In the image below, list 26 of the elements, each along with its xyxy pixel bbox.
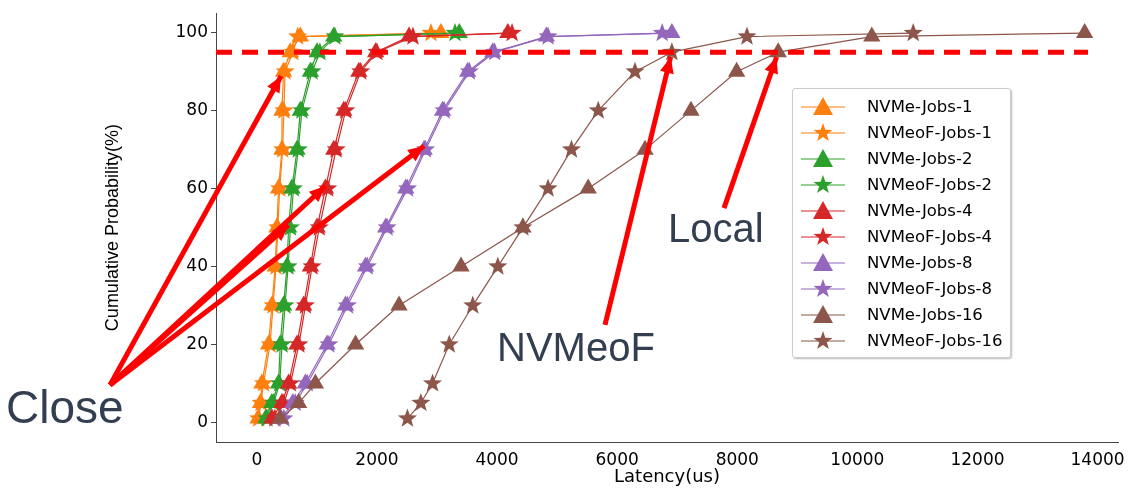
y-tick-label: 60 bbox=[186, 177, 208, 198]
y-tick-label: 0 bbox=[197, 410, 208, 431]
y-tick-label: 100 bbox=[175, 21, 208, 42]
annotation: Local bbox=[668, 206, 764, 250]
y-axis-title: Cumulative Probability(%) bbox=[101, 124, 122, 332]
legend-label: NVMe-Jobs-8 bbox=[867, 252, 973, 272]
y-tick-label: 80 bbox=[186, 99, 208, 120]
legend-label: NVMeoF-Jobs-16 bbox=[867, 330, 1003, 350]
x-tick-label: 4000 bbox=[475, 448, 519, 469]
legend-label: NVMe-Jobs-1 bbox=[867, 96, 973, 116]
legend-label: NVMe-Jobs-16 bbox=[867, 304, 983, 324]
y-tick-label: 40 bbox=[186, 255, 208, 275]
legend-label: NVMeoF-Jobs-2 bbox=[867, 174, 992, 194]
annotation: Close bbox=[6, 381, 124, 433]
x-tick-label: 12000 bbox=[950, 448, 1005, 469]
legend-label: NVMe-Jobs-4 bbox=[867, 200, 973, 220]
x-tick-label: 0 bbox=[251, 448, 263, 469]
x-tick-label: 10000 bbox=[830, 448, 885, 469]
legend-label: NVMeoF-Jobs-1 bbox=[867, 122, 992, 142]
annotation: NVMeoF bbox=[497, 325, 655, 369]
legend-label: NVMe-Jobs-2 bbox=[867, 148, 973, 168]
legend-label: NVMeoF-Jobs-8 bbox=[867, 278, 992, 298]
x-tick-label: 2000 bbox=[355, 448, 399, 469]
x-tick-label: 14000 bbox=[1070, 448, 1125, 469]
legend-label: NVMeoF-Jobs-4 bbox=[867, 226, 992, 246]
y-tick-label: 20 bbox=[186, 332, 208, 353]
